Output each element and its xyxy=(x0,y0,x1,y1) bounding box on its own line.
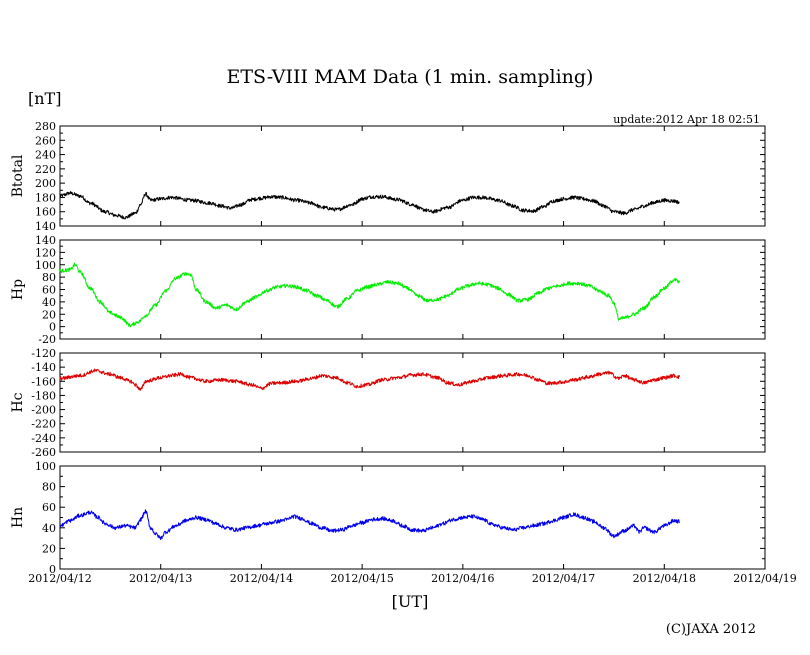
panels-group: 140160180200220240260280Btotal-200204060… xyxy=(10,120,766,576)
y-tick-label: 260 xyxy=(35,134,56,147)
x-axis-group: 2012/04/12 2012/04/13 2012/04/14 2012/04/15… xyxy=(28,572,796,585)
series-line-btotal xyxy=(59,191,680,220)
x-tick-label: 2012/04/12 xyxy=(28,572,91,585)
y-tick-label: 220 xyxy=(35,163,56,176)
y-tick-label: 20 xyxy=(42,308,56,321)
y-tick-label: -120 xyxy=(31,347,56,360)
panel-hn: 0 20 40 60 80 100 Hn xyxy=(10,460,766,576)
chart-title: ETS-VIII MAM Data (1 min. sampling) xyxy=(227,66,594,88)
x-tick-label: 2012/04/14 xyxy=(230,572,293,585)
y-tick-label: 160 xyxy=(35,206,56,219)
y-tick-label: 140 xyxy=(35,234,56,247)
panel-frame xyxy=(59,125,766,227)
series-line-hn xyxy=(59,509,680,540)
y-tick-label: 180 xyxy=(35,191,56,204)
y-tick-label: 20 xyxy=(42,542,56,555)
y-tick-label: -20 xyxy=(38,333,56,346)
x-tick-label: 2012/04/18 xyxy=(633,572,696,585)
panel-label-btotal: Btotal xyxy=(10,154,26,197)
x-tick-label: 2012/04/13 xyxy=(129,572,192,585)
y-tick-label: 80 xyxy=(42,271,56,284)
y-tick-label: 240 xyxy=(35,149,56,162)
panel-hc: -260-240-220-200 -180-160-140-120 Hc xyxy=(10,347,766,459)
y-tick-label: 100 xyxy=(35,460,56,473)
series-line-hc xyxy=(59,368,680,391)
y-tick-label: 120 xyxy=(35,246,56,259)
y-tick-label: -220 xyxy=(31,418,56,431)
y-tick-label: -140 xyxy=(31,361,56,374)
y-tick-label: 200 xyxy=(35,177,56,190)
unit-label: [nT] xyxy=(28,89,61,108)
panel-frame xyxy=(59,352,766,453)
y-tick-label: -240 xyxy=(31,432,56,445)
y-tick-label: 80 xyxy=(42,481,56,494)
y-tick-label: -260 xyxy=(31,446,56,459)
y-tick-label: 40 xyxy=(42,522,56,535)
y-tick-label: 140 xyxy=(35,220,56,233)
y-tick-label: 40 xyxy=(42,296,56,309)
y-tick-label: 0 xyxy=(49,563,56,576)
panel-frame xyxy=(59,465,766,570)
x-tick-label: 2012/04/16 xyxy=(431,572,494,585)
y-tick-label: -180 xyxy=(31,389,56,402)
series-line-hp xyxy=(59,262,680,328)
x-tick-label: 2012/04/19 xyxy=(733,572,796,585)
panel-label-hc: Hc xyxy=(10,392,26,412)
y-tick-label: 0 xyxy=(49,321,56,334)
y-tick-label: 60 xyxy=(42,284,56,297)
y-tick-label: -200 xyxy=(31,404,56,417)
copyright-text: (C)JAXA 2012 xyxy=(666,622,756,637)
y-tick-label: 60 xyxy=(42,501,56,514)
y-tick-label: 280 xyxy=(35,120,56,133)
panel-label-hn: Hn xyxy=(10,507,26,528)
x-tick-label: 2012/04/17 xyxy=(532,572,595,585)
update-text: update:2012 Apr 18 02:51 xyxy=(613,113,760,126)
panel-label-hp: Hp xyxy=(10,279,26,300)
y-tick-label: 100 xyxy=(35,259,56,272)
y-tick-label: -160 xyxy=(31,375,56,388)
x-axis-label: [UT] xyxy=(392,592,429,611)
x-tick-label: 2012/04/15 xyxy=(330,572,393,585)
